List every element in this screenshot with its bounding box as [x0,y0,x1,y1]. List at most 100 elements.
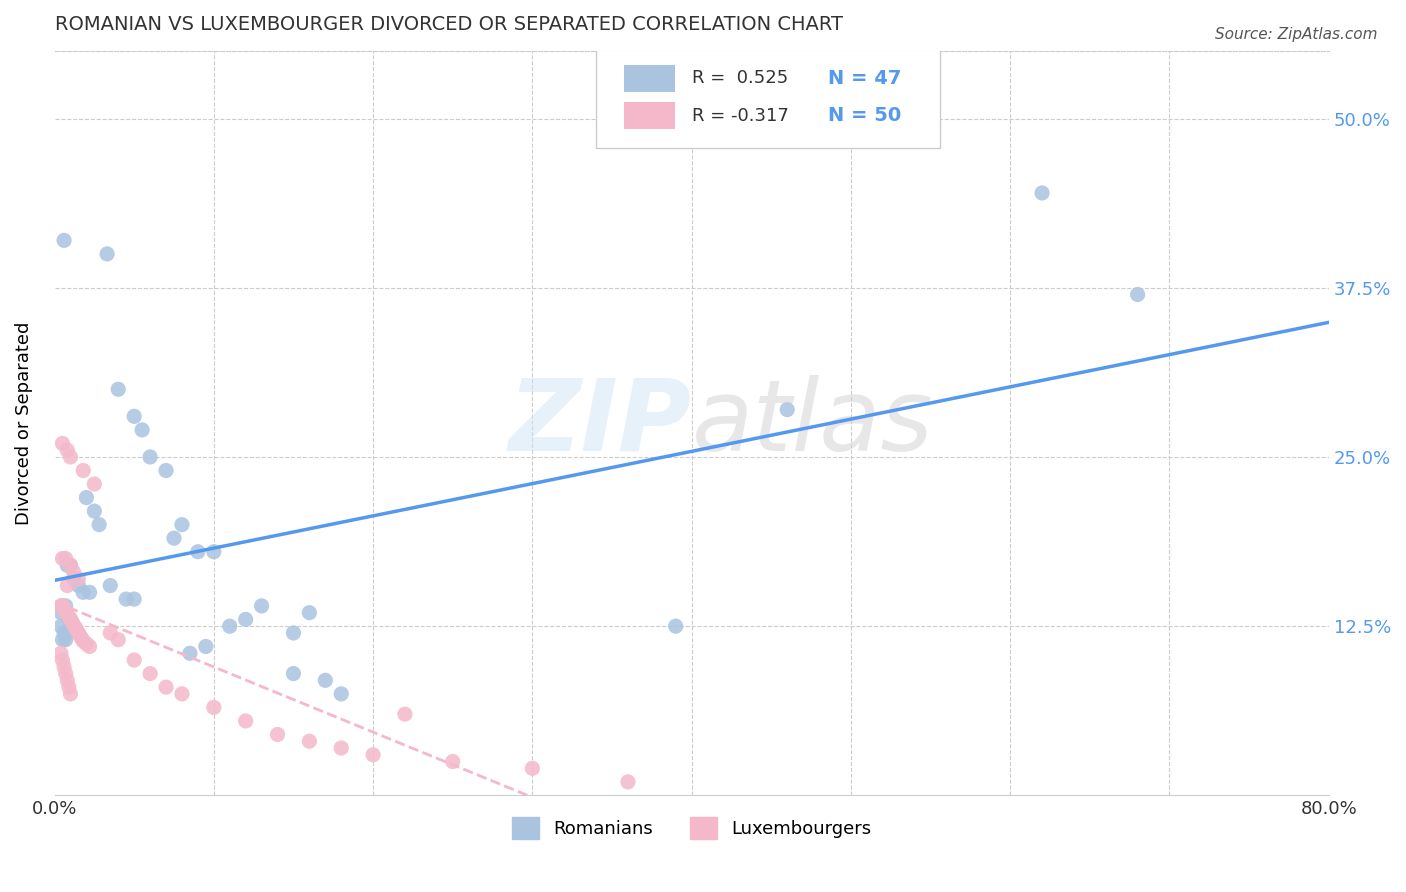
Point [62,572,84,586]
Point [56,578,79,592]
Point [59,450,82,464]
Text: Source: ZipAtlas.com: Source: ZipAtlas.com [1215,27,1378,42]
Text: N = 50: N = 50 [828,106,901,125]
Point [59,558,82,573]
Point [51,599,73,613]
Point [107,382,129,396]
Point [55,606,77,620]
Point [51,551,73,566]
Point [49,606,72,620]
Point [83,477,105,491]
Point [107,632,129,647]
Text: R = -0.317: R = -0.317 [692,107,789,125]
Point [51,653,73,667]
Text: atlas: atlas [692,375,934,472]
Point [70,632,93,646]
Text: ROMANIAN VS LUXEMBOURGER DIVORCED OR SEPARATED CORRELATION CHART: ROMANIAN VS LUXEMBOURGER DIVORCED OR SEP… [55,15,842,34]
Point [1031,186,1053,200]
Point [66,624,89,638]
Point [283,626,305,640]
Point [617,775,640,789]
Point [218,619,240,633]
Point [55,551,77,566]
Point [60,615,83,629]
Text: ZIP: ZIP [509,375,692,472]
Point [441,755,464,769]
Point [59,687,82,701]
Text: N = 47: N = 47 [828,69,901,88]
Point [51,599,73,613]
Point [79,640,101,654]
Point [139,666,162,681]
Point [330,741,353,756]
Point [98,626,121,640]
Point [155,680,177,694]
Point [98,578,121,592]
Point [53,660,76,674]
Point [139,450,162,464]
Point [235,612,257,626]
Point [56,626,79,640]
Point [96,247,118,261]
FancyBboxPatch shape [624,103,675,129]
Point [1126,287,1149,301]
Point [89,517,111,532]
FancyBboxPatch shape [596,47,941,148]
Point [65,621,87,635]
Point [59,612,82,626]
Point [72,585,94,599]
Point [51,632,73,647]
Point [67,578,90,592]
Point [283,666,305,681]
Point [59,612,82,626]
Point [67,572,90,586]
FancyBboxPatch shape [624,65,675,92]
Point [298,606,321,620]
Point [59,558,82,573]
Point [62,617,84,632]
Point [122,653,145,667]
Point [72,463,94,477]
Point [75,637,97,651]
Point [361,747,384,762]
Point [51,436,73,450]
Point [187,545,209,559]
Point [56,558,79,573]
Point [55,666,77,681]
Point [522,761,544,775]
Point [53,601,76,615]
Point [250,599,273,613]
Point [56,673,79,688]
Point [194,640,217,654]
Point [69,629,91,643]
Point [179,646,201,660]
Point [53,233,76,247]
Point [122,409,145,424]
Point [72,634,94,648]
Point [67,626,90,640]
Point [79,585,101,599]
Point [56,443,79,458]
Point [75,491,97,505]
Point [776,402,799,417]
Y-axis label: Divorced or Separated: Divorced or Separated [15,321,32,524]
Point [58,609,80,624]
Point [131,423,153,437]
Point [394,707,416,722]
Point [665,619,688,633]
Point [202,545,225,559]
Point [202,700,225,714]
Point [58,680,80,694]
Point [49,646,72,660]
Point [330,687,353,701]
Point [55,599,77,613]
Point [298,734,321,748]
Point [49,619,72,633]
Point [170,687,193,701]
Point [235,714,257,728]
Point [83,504,105,518]
Point [170,517,193,532]
Point [122,592,145,607]
Point [314,673,336,688]
Point [58,612,80,626]
